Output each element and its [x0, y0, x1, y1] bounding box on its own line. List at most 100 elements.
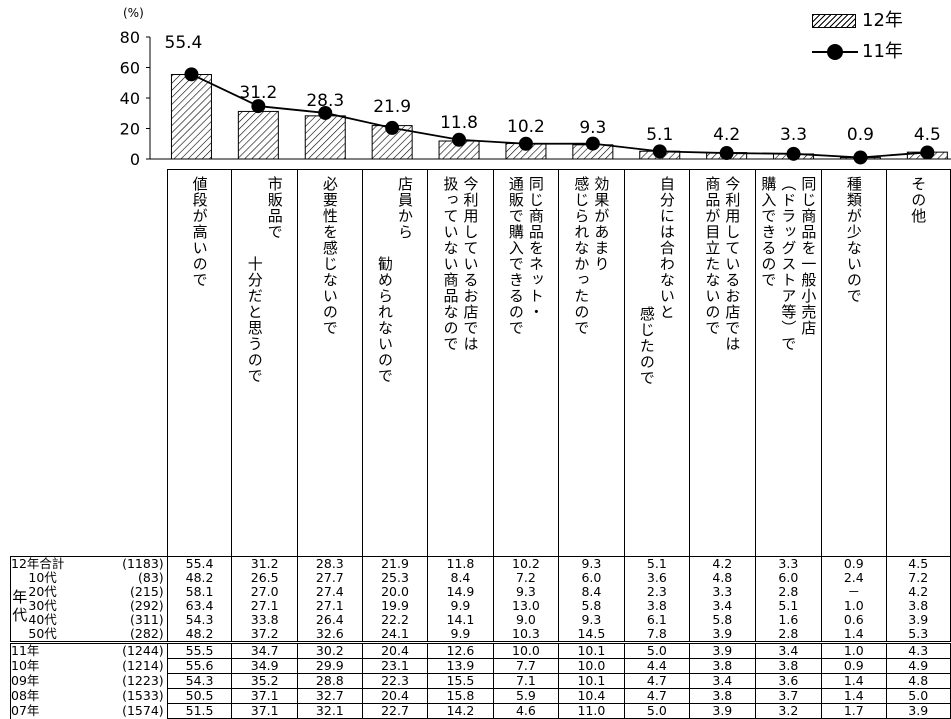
table-row: 50代 (282) 48.2 37.2 32.6 24.1 9.9 10.3 14.5 7.8 3.… — [11, 627, 951, 643]
table-cell: 55.5 — [166, 641, 233, 659]
table-cell: 1.7 — [821, 703, 887, 719]
column-header-text: 同じ商品を一般小売店 — [799, 176, 818, 336]
data-label-9: 4.2 — [713, 125, 740, 145]
table-cell: 4.9 — [885, 658, 951, 674]
table-cell: 3.8 — [689, 688, 756, 704]
table-cell: 5.8 — [558, 599, 625, 613]
line-point-7 — [585, 136, 600, 151]
table-cell: 3.3 — [689, 585, 756, 599]
table-cell: 10.1 — [558, 641, 625, 659]
table-cell: 3.4 — [754, 641, 823, 659]
y-unit-label: (%) — [123, 6, 144, 20]
row-label: 09年 — [9, 673, 91, 689]
table-cell: 6.1 — [623, 613, 691, 627]
column-header-text: 今利用しているお店では — [723, 176, 742, 352]
column-header-3: 必要性を感じないので — [296, 169, 363, 557]
table-cell: 48.2 — [166, 627, 233, 643]
table-cell: 9.0 — [492, 613, 560, 627]
line-point-11 — [853, 150, 868, 165]
table-cell: 3.9 — [885, 613, 951, 627]
table-cell: 3.8 — [754, 658, 823, 674]
table-cell: 32.6 — [296, 627, 363, 643]
table-cell: 4.7 — [623, 688, 691, 704]
table-cell: 34.7 — [231, 641, 298, 659]
line-point-10 — [786, 146, 801, 161]
y-tick-label: 0 — [130, 150, 140, 165]
table-cell: 7.1 — [492, 673, 560, 689]
table-cell: 5.1 — [623, 556, 691, 571]
table-cell: 7.7 — [492, 658, 560, 674]
table-cell: 35.2 — [231, 673, 298, 689]
column-header-1: 値段が高いので — [166, 169, 233, 557]
table-cell: 1.6 — [754, 613, 823, 627]
bar-line-chart: 80 60 40 20 0 55.4 31.2 28.3 21.9 11.8 10.2 9.3 5.1… — [120, 28, 951, 165]
table-cell: 14.5 — [558, 627, 625, 643]
column-header-text: 商品が目立たないので — [703, 176, 722, 336]
data-table: 値段が高いので 市販品で 十分だと思うので 必要性を感じないので 店員から 勧められないの… — [9, 169, 951, 719]
table-cell: 8.4 — [558, 585, 625, 599]
table-cell: 55.6 — [166, 658, 233, 674]
data-label-1: 55.4 — [165, 33, 203, 53]
table-cell: 23.1 — [361, 658, 429, 674]
table-cell: 4.2 — [689, 556, 756, 571]
table-cell: 2.8 — [754, 585, 823, 599]
table-row: 11年 (1244) 55.5 34.7 30.2 20.4 12.6 10.0 10.1 5.0… — [9, 641, 951, 659]
data-label-5: 11.8 — [440, 113, 478, 133]
table-cell: 31.2 — [231, 556, 298, 571]
row-sample-size: (83) — [90, 571, 168, 585]
table-cell: 50.5 — [166, 688, 233, 704]
row-sample-size: (292) — [90, 599, 168, 613]
column-header-4: 店員から 勧められないので — [361, 169, 429, 557]
column-header-text: 今利用しているお店では — [461, 176, 480, 352]
age-group-label: 年代 — [10, 571, 29, 643]
table-cell: 58.1 — [166, 585, 233, 599]
table-cell: 54.3 — [166, 613, 233, 627]
table-cell: 4.5 — [885, 556, 951, 571]
column-header-6: 同じ商品をネット・ 通販で購入できるので — [492, 169, 560, 557]
table-cell: 54.3 — [166, 673, 233, 689]
table-cell: 3.3 — [754, 556, 823, 571]
legend-bar-label: 12年 — [862, 10, 903, 31]
table-cell: 11.8 — [427, 556, 494, 571]
row-label: 07年 — [9, 703, 91, 719]
column-header-10: 同じ商品を一般小売店 （ドラッグストア等）で 購入できるので — [754, 169, 823, 557]
table-cell: 28.8 — [296, 673, 363, 689]
row-sample-size: (215) — [90, 585, 168, 599]
table-cell: 51.5 — [166, 703, 233, 719]
table-cell: 9.9 — [427, 627, 494, 643]
table-cell: 22.2 — [361, 613, 429, 627]
column-header-12: その他 — [885, 169, 951, 557]
table-cell: 29.9 — [296, 658, 363, 674]
table-cell: 3.9 — [885, 703, 951, 719]
table-cell: 48.2 — [166, 571, 233, 585]
column-header-text: 通販で購入できるので — [506, 176, 525, 336]
table-cell: 4.8 — [689, 571, 756, 585]
table-cell: 28.3 — [296, 556, 363, 571]
table-cell: 10.1 — [558, 673, 625, 689]
table-cell: 9.9 — [427, 599, 494, 613]
row-label: 40代 — [28, 613, 57, 627]
line-point-5 — [452, 132, 467, 147]
table-cell: 3.8 — [885, 599, 951, 613]
line-point-3 — [318, 105, 333, 120]
column-header-text: 値段が高いので — [190, 176, 209, 288]
table-cell: 20.4 — [361, 688, 429, 704]
column-header-text: 店員から — [395, 176, 414, 240]
table-cell: 27.4 — [296, 585, 363, 599]
legend-line-marker — [827, 44, 843, 60]
table-cell: 3.9 — [689, 627, 756, 643]
table-cell: 15.8 — [427, 688, 494, 704]
table-cell: 26.4 — [296, 613, 363, 627]
column-header-11: 種類が少ないので — [821, 169, 887, 557]
table-cell: 3.8 — [689, 658, 756, 674]
table-cell: 4.2 — [885, 585, 951, 599]
table-cell: 2.4 — [821, 571, 887, 585]
data-label-12: 4.5 — [914, 125, 941, 145]
table-cell: 3.4 — [689, 599, 756, 613]
line-point-6 — [518, 136, 533, 151]
table-cell: 20.0 — [361, 585, 429, 599]
row-label: 11年 — [9, 641, 91, 659]
table-cell: 14.1 — [427, 613, 494, 627]
row-sample-size: (282) — [90, 627, 168, 643]
column-header-text: 購入できるので — [759, 176, 778, 288]
